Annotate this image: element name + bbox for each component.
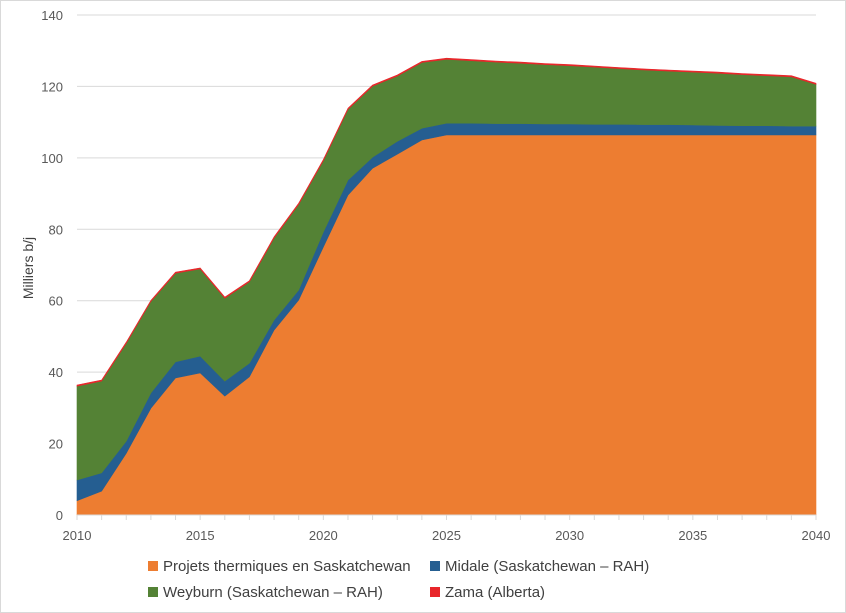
- legend-label: Zama (Alberta): [445, 583, 546, 601]
- legend-swatch-red: [430, 587, 440, 597]
- legend-item-zama: Zama (Alberta): [430, 584, 545, 601]
- x-tick-label: 2040: [802, 528, 831, 543]
- legend-swatch-orange: [148, 561, 158, 571]
- legend-label: Projets thermiques en Saskatchewan: [163, 557, 411, 575]
- y-tick-label: 100: [41, 151, 63, 166]
- x-tick-label: 2025: [432, 528, 461, 543]
- y-tick-label: 140: [41, 8, 63, 23]
- y-tick-label: 20: [49, 437, 63, 452]
- legend-swatch-blue: [430, 561, 440, 571]
- y-tick-label: 0: [56, 508, 63, 523]
- legend-label: Midale (Saskatchewan – RAH): [445, 557, 650, 575]
- y-tick-label: 120: [41, 79, 63, 94]
- x-tick-label: 2010: [63, 528, 92, 543]
- x-tick-label: 2020: [309, 528, 338, 543]
- y-tick-label: 40: [49, 365, 63, 380]
- legend: Projets thermiques en Saskatchewan Midal…: [148, 553, 708, 605]
- legend-row-1: Projets thermiques en Saskatchewan Midal…: [148, 553, 708, 579]
- legend-row-2: Weyburn (Saskatchewan – RAH) Zama (Alber…: [148, 579, 708, 605]
- legend-label: Weyburn (Saskatchewan – RAH): [163, 583, 383, 601]
- x-tick-label: 2035: [678, 528, 707, 543]
- data-areas: [76, 57, 817, 516]
- legend-swatch-green: [148, 587, 158, 597]
- area-series-3: [76, 57, 817, 387]
- legend-item-midale: Midale (Saskatchewan – RAH): [430, 558, 649, 575]
- y-tick-label: 80: [49, 222, 63, 237]
- y-axis: 0 20 40 60 80 100 120 140: [41, 8, 63, 523]
- x-tick-label: 2015: [186, 528, 215, 543]
- legend-item-thermal: Projets thermiques en Saskatchewan: [148, 558, 430, 575]
- legend-item-weyburn: Weyburn (Saskatchewan – RAH): [148, 584, 430, 601]
- x-tick-label: 2030: [555, 528, 584, 543]
- x-axis: 2010 2015 2020 2025 2030 2035 2040: [63, 514, 831, 543]
- y-axis-title: Milliers b/j: [20, 237, 36, 299]
- y-tick-label: 60: [49, 294, 63, 309]
